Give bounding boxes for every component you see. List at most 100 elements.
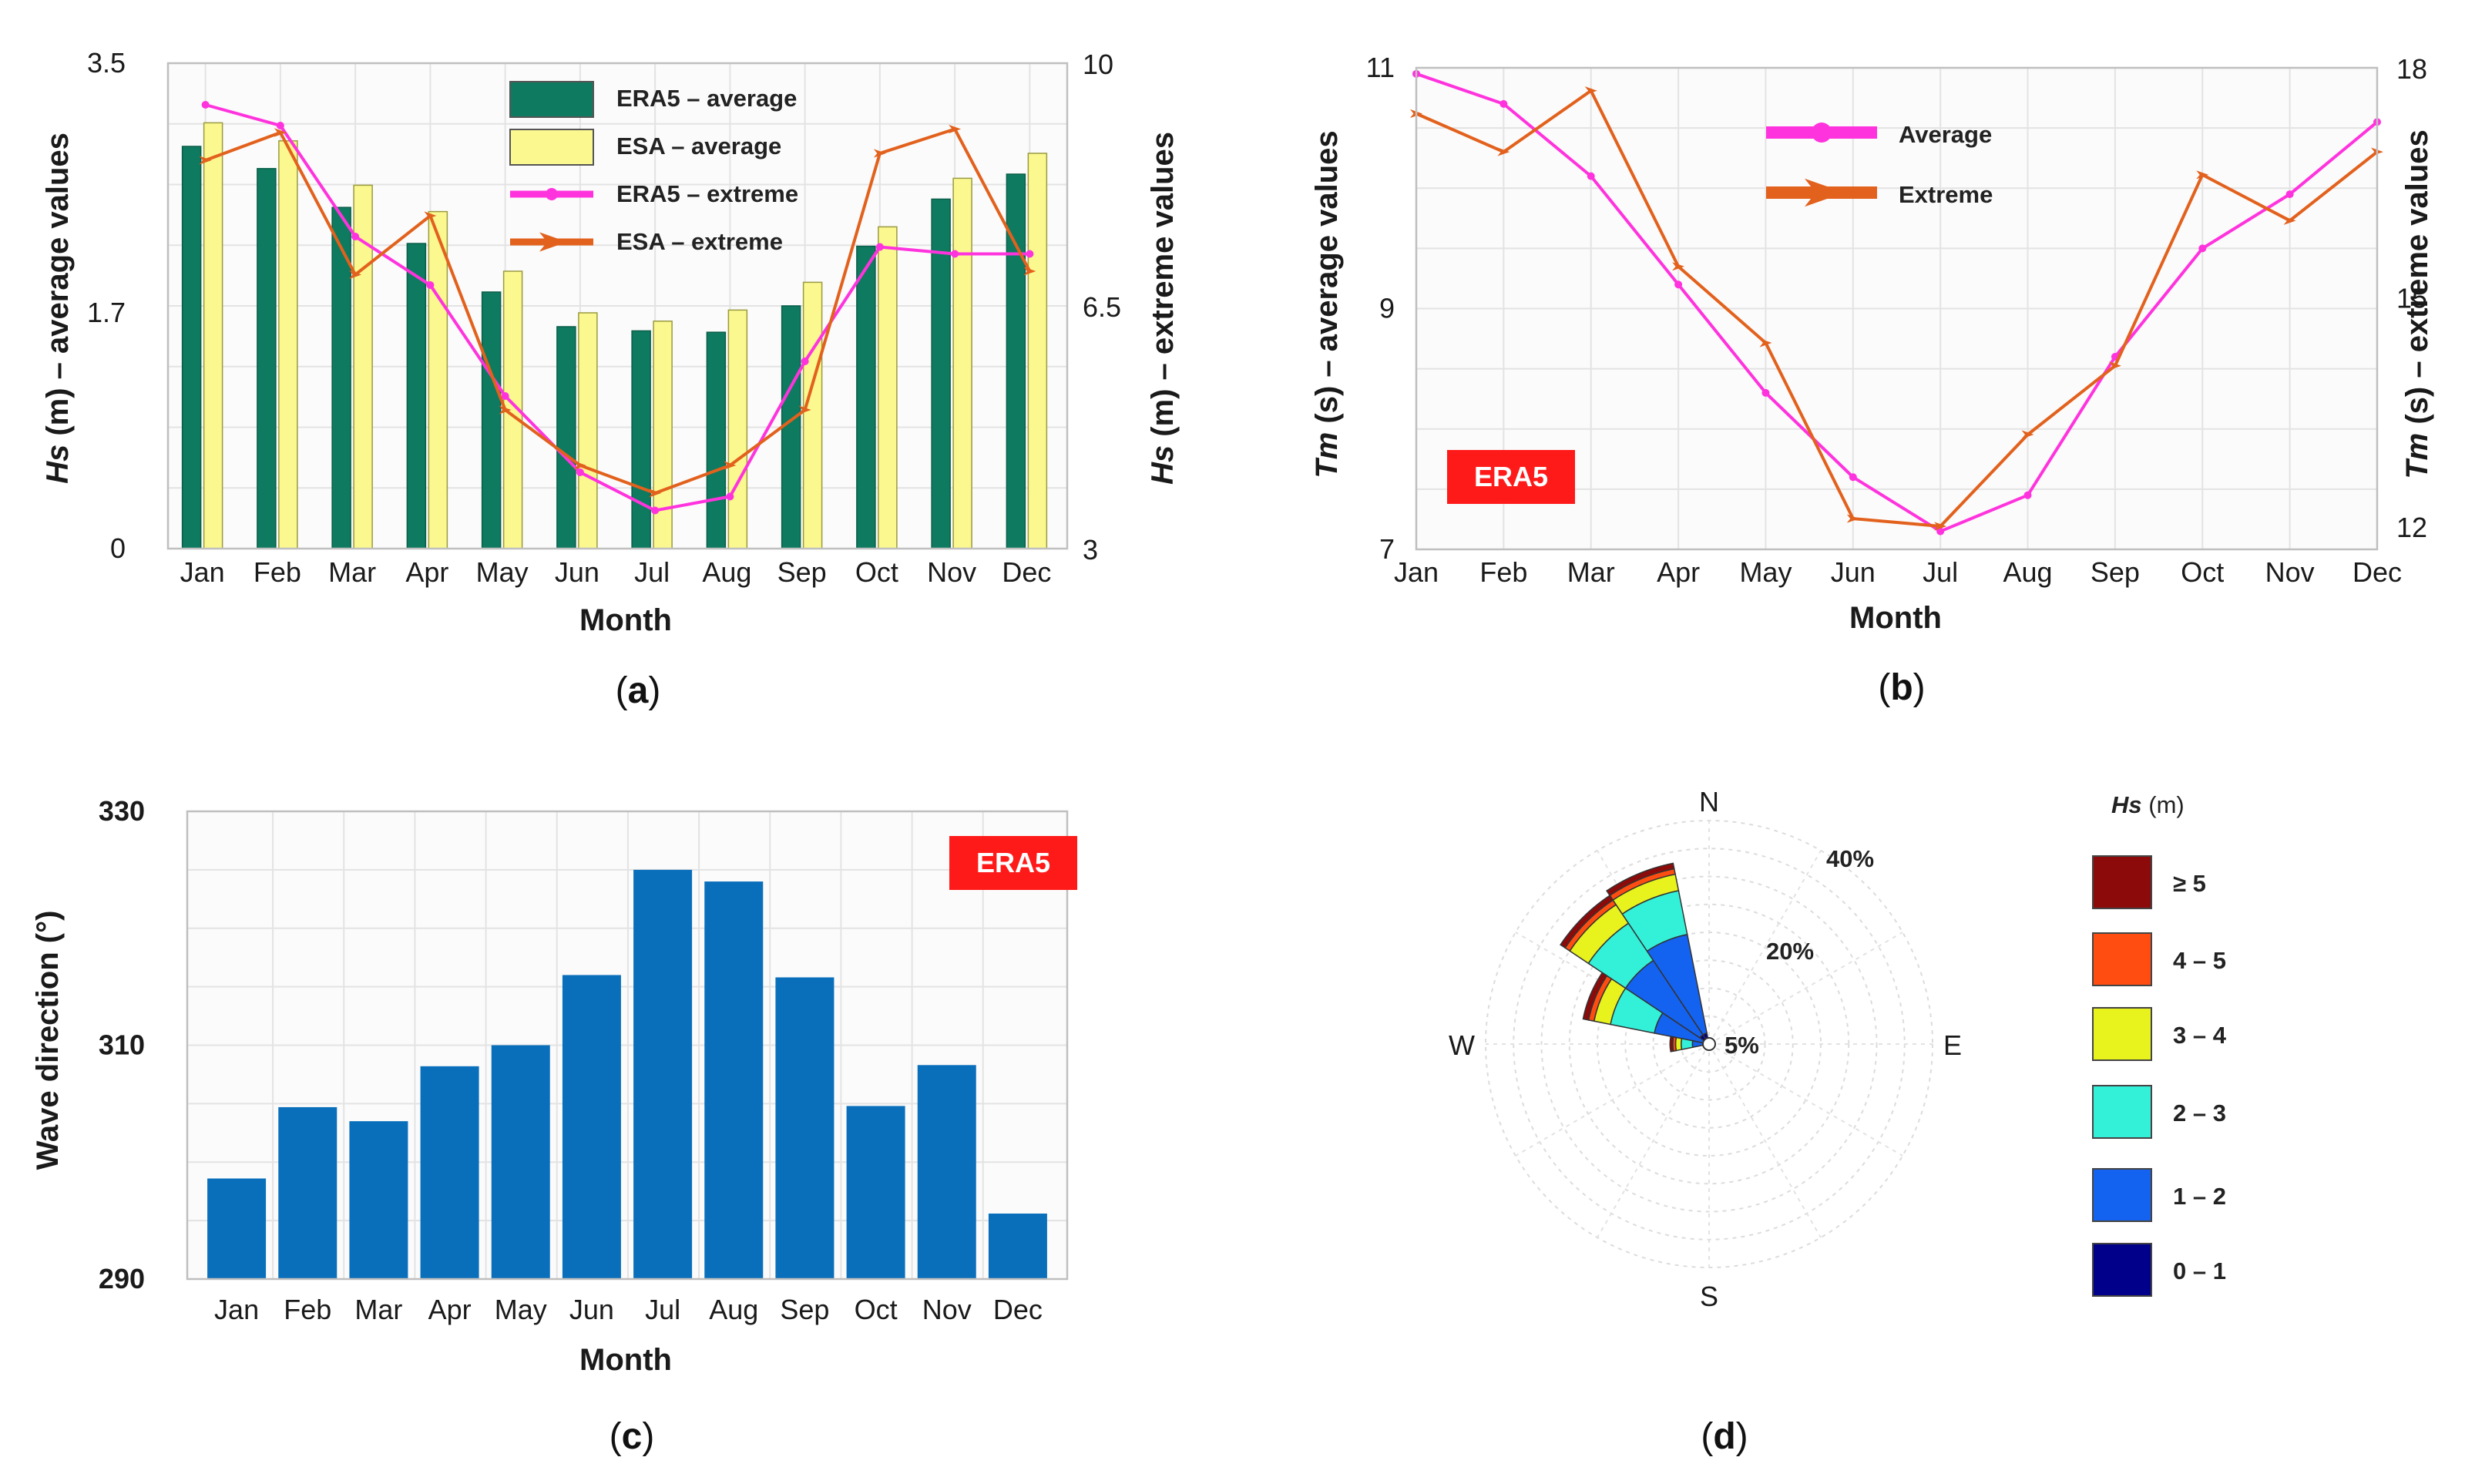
x-tick-label: Jan [1394,556,1439,588]
x-tick-label: Oct [855,1294,898,1325]
x-tick-label: May [476,556,529,588]
y-tick-right: 15 [2396,283,2427,314]
legend-label: 4 – 5 [2173,947,2226,974]
radial-ring [1624,959,1794,1129]
point-esa-extreme [274,128,287,137]
point-average [1674,280,1683,289]
bar-esa-average [802,281,823,549]
bar-wave-direction [633,869,693,1279]
legend-label: ESA – extreme [616,228,783,255]
y-axis-label-left: Hs (m) – average values [41,133,75,484]
legend-swatch [2092,1007,2152,1061]
x-tick-label: Apr [428,1294,472,1325]
plot-frame [166,62,1069,550]
point-esa-extreme [349,270,362,280]
y-tick-right: 10 [1083,49,1113,80]
x-tick-label: Jan [214,1294,259,1325]
bar-era5-average [781,305,801,549]
panel-label-b: (b) [1878,667,1925,708]
line-era5-extreme [205,103,1030,512]
rose-wedge [1582,972,1608,1021]
point-esa-extreme [798,405,811,415]
y-tick-left: 1.7 [87,297,126,328]
rose-wedge [1674,1036,1683,1052]
x-tick-label: May [495,1294,547,1325]
bar-wave-direction [207,1178,267,1279]
radial-label: 5% [1724,1032,1759,1059]
x-tick-label: Jul [1923,556,1958,588]
point-average [2198,244,2207,253]
legend-marker-average [1812,123,1832,143]
line-esa-extreme [204,127,1032,495]
point-esa-extreme [199,156,212,165]
legend-label: 0 – 1 [2173,1257,2226,1284]
legend-swatch [2092,1168,2152,1222]
y-tick: 330 [99,795,145,827]
radial-spoke [1708,850,1822,1045]
x-tick-label: Sep [2091,556,2140,588]
compass-label: S [1700,1281,1718,1312]
y-tick-left: 0 [110,532,126,564]
point-era5-extreme [651,506,660,515]
rose-wedge [1681,1038,1694,1050]
bar-wave-direction [917,1065,976,1279]
panel-c-chart: 290 310 330 Jan Feb Mar Apr May Jun Jul Aug Sep Oct N… [31,795,1077,1457]
point-extreme [2196,170,2209,180]
bar-esa-average [278,140,298,549]
point-esa-extreme [949,124,962,134]
rose-wedge [1560,895,1614,949]
legend-label: ERA5 – average [616,85,797,112]
bar-esa-average [203,122,223,549]
point-extreme [1759,338,1772,347]
legend-title: Hs (m) [2111,791,2185,818]
point-extreme [2108,361,2121,371]
radial-ring [1652,987,1766,1101]
point-esa-extreme [499,405,512,415]
point-extreme [1497,147,1510,156]
legend-label: ≥ 5 [2173,870,2206,897]
point-era5-extreme [201,101,210,109]
era5-badge [1447,450,1575,504]
point-era5-extreme [801,358,809,365]
point-era5-extreme [1026,250,1034,258]
era5-badge [949,836,1077,890]
y-tick: 310 [99,1029,145,1061]
era5-badge-text: ERA5 [1474,461,1548,492]
point-era5-extreme [875,243,884,251]
point-era5-extreme [576,468,584,476]
radial-spoke [1708,1043,1822,1238]
point-esa-extreme [573,461,586,470]
bar-wave-direction [775,977,835,1279]
radial-label: 20% [1766,938,1814,965]
point-average [2285,190,2294,199]
point-esa-extreme [649,489,662,498]
point-extreme [1672,262,1685,271]
radial-spoke [1515,1043,1710,1157]
x-tick-label: Mar [354,1294,402,1325]
y-tick-left: 11 [1366,52,1395,83]
x-tick-label: Aug [2003,556,2053,588]
point-era5-extreme [426,281,435,289]
bar-wave-direction [562,975,621,1279]
compass-label: N [1699,786,1719,818]
legend-swatch [2092,1243,2152,1297]
rose-center [1702,1037,1716,1051]
y-axis-label-left: Tm (s) – average values [1310,130,1344,478]
x-tick-label: Sep [777,556,827,588]
rose-wedge [1606,862,1675,897]
legend-swatch [2092,855,2152,909]
x-tick-label: Nov [2265,556,2315,588]
x-tick-label: Dec [1002,556,1051,588]
y-tick-left: 3.5 [87,47,126,79]
bar-esa-average [952,177,972,549]
x-tick-label: Dec [993,1294,1043,1325]
point-era5-extreme [351,233,360,240]
legend-marker [546,188,558,200]
legend-label: 1 – 2 [2173,1183,2226,1210]
point-extreme [1846,514,1859,523]
legend-swatch [509,129,594,166]
point-extreme [2283,216,2296,225]
x-tick-label: Feb [284,1294,331,1325]
legend-label: Average [1899,121,1992,148]
